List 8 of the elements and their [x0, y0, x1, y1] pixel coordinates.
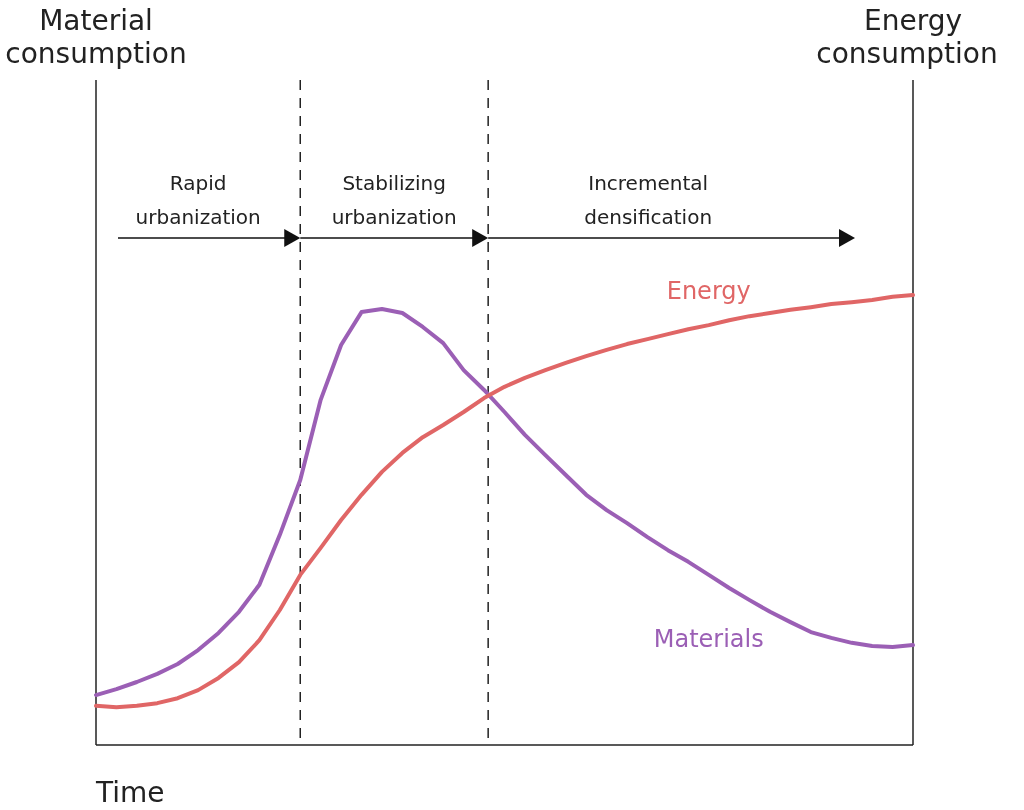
- text: Material consumption: [5, 4, 187, 70]
- text: Stabilizing urbanization: [331, 171, 457, 229]
- text: Rapid urbanization: [135, 171, 261, 229]
- text: Incremental densification: [584, 171, 713, 229]
- series-label: Energy: [666, 277, 751, 306]
- x-axis-title: Time: [95, 776, 165, 809]
- text: Energy consumption: [816, 4, 998, 70]
- series-label: Materials: [653, 624, 764, 653]
